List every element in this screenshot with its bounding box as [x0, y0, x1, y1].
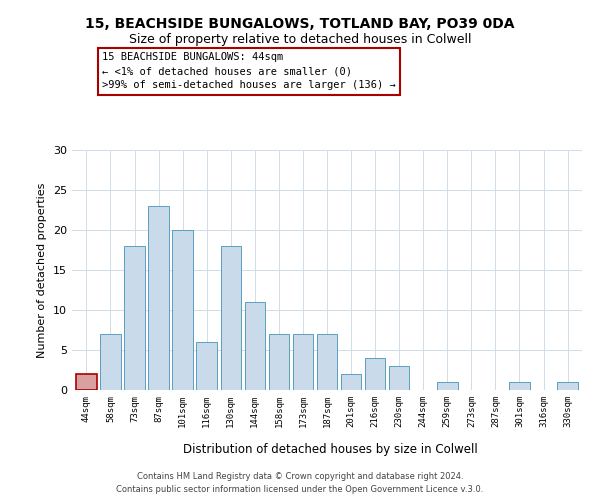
- Bar: [557, 382, 578, 390]
- Bar: [317, 334, 337, 390]
- Bar: [437, 382, 458, 390]
- Text: 15 BEACHSIDE BUNGALOWS: 44sqm
← <1% of detached houses are smaller (0)
>99% of s: 15 BEACHSIDE BUNGALOWS: 44sqm ← <1% of d…: [102, 52, 396, 90]
- Bar: [76, 374, 97, 390]
- Bar: [124, 246, 145, 390]
- Bar: [509, 382, 530, 390]
- Bar: [389, 366, 409, 390]
- Bar: [100, 334, 121, 390]
- Bar: [172, 230, 193, 390]
- Y-axis label: Number of detached properties: Number of detached properties: [37, 182, 47, 358]
- Bar: [341, 374, 361, 390]
- Bar: [269, 334, 289, 390]
- Bar: [196, 342, 217, 390]
- Text: 15, BEACHSIDE BUNGALOWS, TOTLAND BAY, PO39 0DA: 15, BEACHSIDE BUNGALOWS, TOTLAND BAY, PO…: [85, 18, 515, 32]
- Text: Distribution of detached houses by size in Colwell: Distribution of detached houses by size …: [182, 442, 478, 456]
- Bar: [221, 246, 241, 390]
- Text: Size of property relative to detached houses in Colwell: Size of property relative to detached ho…: [129, 32, 471, 46]
- Text: Contains HM Land Registry data © Crown copyright and database right 2024.
Contai: Contains HM Land Registry data © Crown c…: [116, 472, 484, 494]
- Bar: [245, 302, 265, 390]
- Bar: [365, 358, 385, 390]
- Bar: [148, 206, 169, 390]
- Bar: [293, 334, 313, 390]
